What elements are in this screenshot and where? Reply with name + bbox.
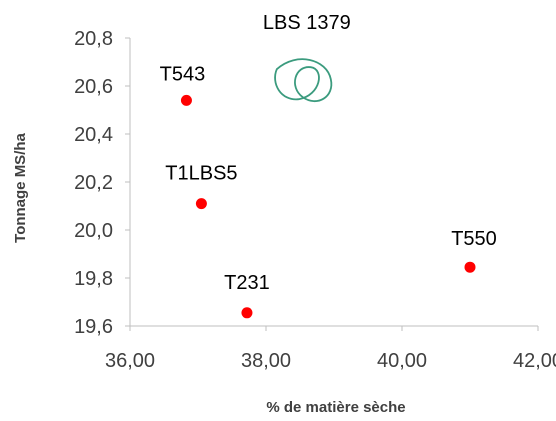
y-tick-label: 20,0 xyxy=(74,220,113,242)
y-tick-label: 19,8 xyxy=(74,268,113,290)
x-axis-title: % de matière sèche xyxy=(266,399,405,416)
y-tick-label: 20,2 xyxy=(74,172,113,194)
y-axis-title: Tonnage MS/ha xyxy=(12,132,29,242)
data-label: T550 xyxy=(451,228,497,250)
y-tick-label: 19,6 xyxy=(74,316,113,338)
data-points: T543 T1LBS5 T231 T550 xyxy=(160,63,497,319)
data-label: T543 xyxy=(160,63,206,85)
knot-icon xyxy=(274,58,333,103)
axes xyxy=(125,37,539,331)
data-point xyxy=(195,198,207,210)
annotation-group: LBS 1379 xyxy=(263,12,351,103)
data-label: T1LBS5 xyxy=(165,163,237,185)
x-tick-label: 36,00 xyxy=(105,350,155,372)
x-tick-label: 40,00 xyxy=(377,350,427,372)
x-tick-label: 38,00 xyxy=(241,350,291,372)
data-point xyxy=(180,94,192,106)
annotation-label: LBS 1379 xyxy=(263,12,351,34)
y-tick-label: 20,6 xyxy=(74,76,113,98)
data-label: T231 xyxy=(224,272,270,294)
x-tick-label: 42,00 xyxy=(513,350,556,372)
data-point xyxy=(464,261,476,273)
y-tick-label: 20,4 xyxy=(74,124,113,146)
y-tick-label: 20,8 xyxy=(74,28,113,50)
tick-labels: 36,00 38,00 40,00 42,00 19,6 19,8 20,0 20,2 20,4… xyxy=(74,28,556,372)
data-point xyxy=(241,307,253,319)
